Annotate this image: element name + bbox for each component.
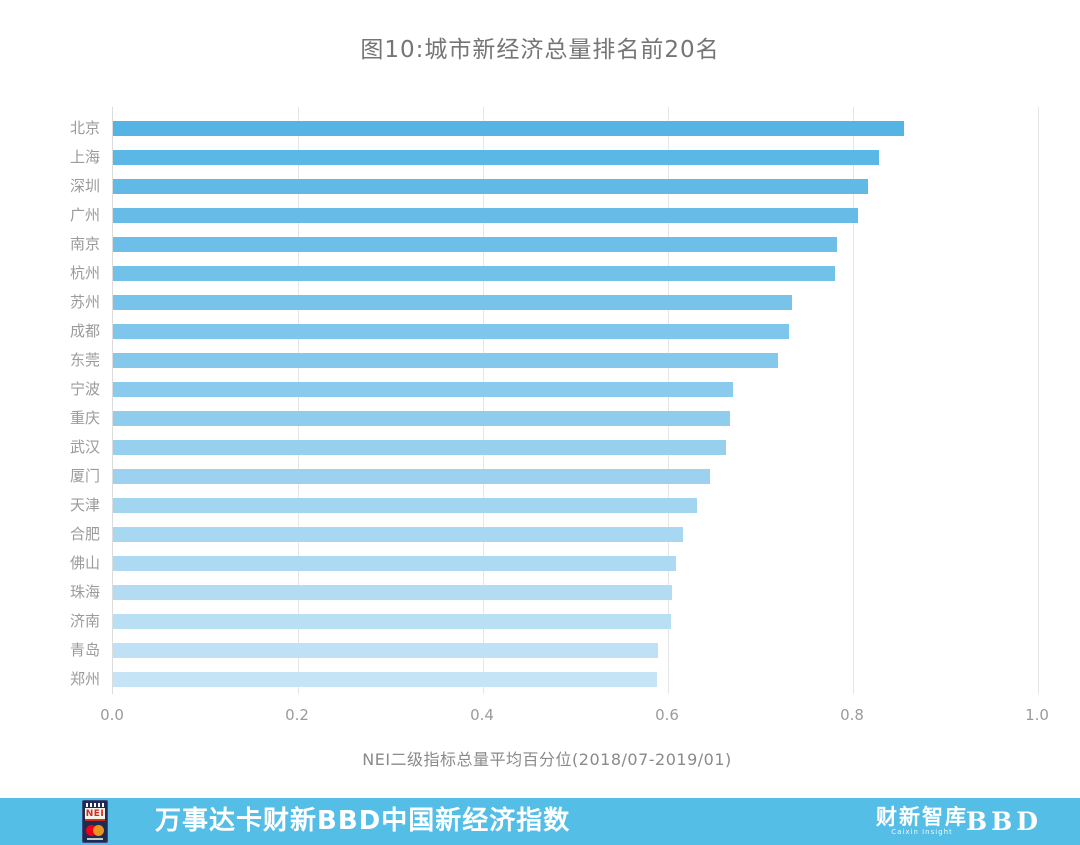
y-axis-label: 佛山 bbox=[69, 554, 100, 572]
mastercard-icon bbox=[85, 825, 105, 837]
footer-brand-text: 万事达卡财新BBD中国新经济指数 bbox=[155, 806, 571, 836]
bbd-logo: BBD bbox=[966, 807, 1042, 836]
caixin-logo-text: 财新智库 bbox=[876, 805, 968, 829]
gridline bbox=[852, 107, 854, 694]
y-axis-label: 苏州 bbox=[69, 293, 100, 311]
bar bbox=[113, 353, 779, 368]
bar bbox=[113, 382, 733, 397]
bar bbox=[113, 266, 835, 281]
bar bbox=[113, 498, 697, 513]
bar bbox=[113, 324, 790, 339]
bar bbox=[113, 411, 730, 426]
y-axis-label: 北京 bbox=[69, 119, 100, 137]
bar bbox=[113, 150, 879, 165]
y-axis-label: 杭州 bbox=[69, 264, 100, 282]
x-tick-label: 0.2 bbox=[285, 706, 309, 724]
gridline bbox=[1037, 107, 1039, 694]
x-tick-label: 1.0 bbox=[1025, 706, 1049, 724]
y-axis-label: 合肥 bbox=[69, 525, 100, 543]
x-axis-label: NEI二级指标总量平均百分位(2018/07-2019/01) bbox=[362, 750, 732, 769]
footer-banner: NEI 万事达卡财新BBD中国新经济指数 财新智库 Caixin Insight… bbox=[0, 798, 1080, 845]
x-tick-label: 0.8 bbox=[840, 706, 864, 724]
y-axis-label: 武汉 bbox=[69, 438, 100, 456]
bar bbox=[113, 527, 683, 542]
bar bbox=[113, 208, 858, 223]
bar bbox=[113, 614, 671, 629]
y-axis-label: 上海 bbox=[69, 148, 100, 166]
y-axis-label: 重庆 bbox=[69, 409, 100, 427]
y-axis-label: 珠海 bbox=[69, 583, 100, 601]
y-axis-label: 郑州 bbox=[69, 670, 100, 688]
bar bbox=[113, 643, 658, 658]
y-axis-label: 东莞 bbox=[69, 351, 100, 369]
y-axis-label: 天津 bbox=[69, 496, 100, 514]
gridline bbox=[482, 107, 484, 694]
bar bbox=[113, 585, 672, 600]
y-axis-label: 宁波 bbox=[69, 380, 100, 398]
bar bbox=[113, 121, 904, 136]
x-tick-label: 0.6 bbox=[655, 706, 679, 724]
bar bbox=[113, 295, 792, 310]
nei-logo-label: NEI bbox=[85, 808, 105, 821]
bar bbox=[113, 237, 838, 252]
bar bbox=[113, 556, 677, 571]
y-axis-label: 南京 bbox=[69, 235, 100, 253]
y-axis-label: 广州 bbox=[69, 206, 100, 224]
bar bbox=[113, 672, 657, 687]
y-axis-label: 成都 bbox=[69, 322, 100, 340]
nei-logo: NEI bbox=[82, 800, 108, 843]
bar bbox=[113, 179, 868, 194]
plot-area bbox=[112, 107, 1039, 694]
y-axis-label: 厦门 bbox=[69, 467, 100, 485]
nei-logo-bars bbox=[86, 803, 104, 807]
gridline bbox=[667, 107, 669, 694]
x-tick-label: 0.0 bbox=[100, 706, 124, 724]
x-tick-label: 0.4 bbox=[470, 706, 494, 724]
gridline bbox=[297, 107, 299, 694]
chart-title: 图10:城市新经济总量排名前20名 bbox=[360, 37, 720, 63]
y-axis-label: 青岛 bbox=[69, 641, 100, 659]
y-axis-label: 深圳 bbox=[69, 177, 100, 195]
caixin-insight-logo: 财新智库 Caixin Insight bbox=[876, 806, 968, 836]
bar bbox=[113, 440, 727, 455]
bar-chart: 北京上海深圳广州南京杭州苏州成都东莞宁波重庆武汉厦门天津合肥佛山珠海济南青岛郑州 bbox=[0, 107, 1080, 694]
caixin-logo-subtext: Caixin Insight bbox=[891, 828, 953, 836]
y-axis-label: 济南 bbox=[69, 612, 100, 630]
nei-logo-tagline bbox=[87, 838, 103, 840]
bar bbox=[113, 469, 710, 484]
